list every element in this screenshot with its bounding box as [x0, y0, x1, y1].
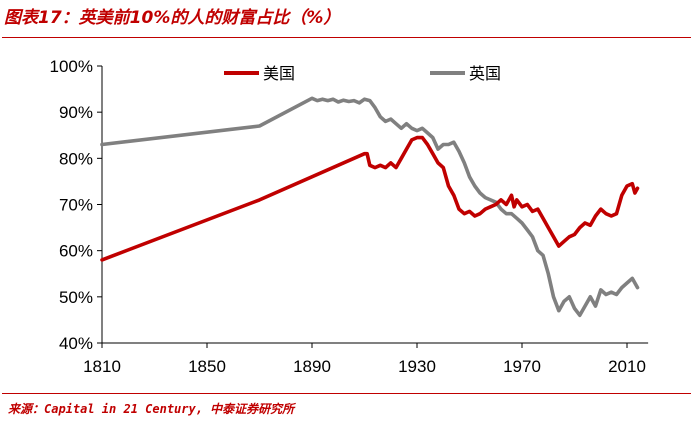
x-tick-label: 1890 [293, 357, 331, 376]
x-tick-label: 1810 [83, 357, 121, 376]
x-tick-label: 1970 [503, 357, 541, 376]
x-tick-label: 1850 [188, 357, 226, 376]
legend-label: 英国 [469, 64, 501, 83]
legend-label: 美国 [263, 64, 295, 83]
series-line-uk [100, 96, 640, 318]
x-tick-label: 1930 [398, 357, 436, 376]
y-tick-label: 50% [59, 288, 93, 307]
y-tick-label: 70% [59, 196, 93, 215]
figure-title: 图表17：英美前10%的人的财富占比（%） [4, 8, 341, 28]
x-tick-label: 2010 [608, 357, 646, 376]
y-tick-label: 80% [59, 149, 93, 168]
series-line-us [100, 135, 640, 262]
y-tick-label: 40% [59, 334, 93, 353]
legend: 美国 英国 [224, 64, 501, 83]
source-note: 来源：Capital in 21 Century, 中泰证券研究所 [8, 402, 295, 416]
axes: 40% 50% 60% 70% 80% 90% 100% 1810 1850 1890 1930 19… [50, 57, 649, 376]
y-tick-label: 60% [59, 242, 93, 261]
title-divider [2, 37, 691, 38]
y-tick-label: 90% [59, 103, 93, 122]
y-tick-label: 100% [50, 57, 93, 76]
series-lines [100, 96, 640, 318]
source-divider [2, 393, 691, 394]
